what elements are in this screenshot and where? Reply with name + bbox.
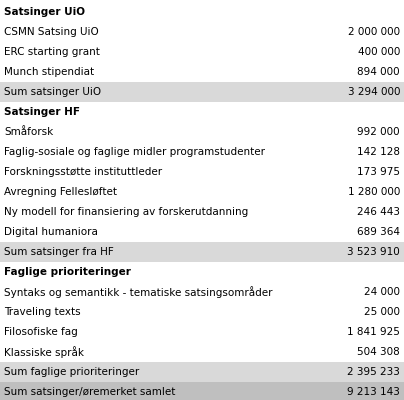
Text: Småforsk: Småforsk	[4, 127, 53, 137]
Text: Munch stipendiat: Munch stipendiat	[4, 67, 94, 77]
Text: 9 213 143: 9 213 143	[347, 387, 400, 397]
Text: Forskningsstøtte instituttleder: Forskningsstøtte instituttleder	[4, 167, 162, 177]
Text: 504 308: 504 308	[357, 347, 400, 357]
Text: 246 443: 246 443	[357, 207, 400, 217]
Text: 1 280 000: 1 280 000	[347, 187, 400, 197]
Text: Sum faglige prioriteringer: Sum faglige prioriteringer	[4, 367, 139, 377]
Bar	[0, 362, 404, 382]
Text: Avregning Fellesløftet: Avregning Fellesløftet	[4, 187, 117, 197]
Text: Faglige prioriteringer: Faglige prioriteringer	[4, 267, 131, 277]
Text: Faglig-sosiale og faglige midler programstudenter: Faglig-sosiale og faglige midler program…	[4, 147, 265, 157]
Bar	[0, 382, 404, 400]
Text: 894 000: 894 000	[358, 67, 400, 77]
Bar	[0, 242, 404, 262]
Text: 24 000: 24 000	[364, 287, 400, 297]
Text: Klassiske språk: Klassiske språk	[4, 346, 84, 358]
Text: Satsinger HF: Satsinger HF	[4, 107, 80, 117]
Text: 25 000: 25 000	[364, 307, 400, 317]
Text: 2 000 000: 2 000 000	[348, 27, 400, 37]
Text: Filosofiske fag: Filosofiske fag	[4, 327, 78, 337]
Text: Sum satsinger UiO: Sum satsinger UiO	[4, 87, 101, 97]
Text: 142 128: 142 128	[357, 147, 400, 157]
Text: 173 975: 173 975	[357, 167, 400, 177]
Text: Sum satsinger fra HF: Sum satsinger fra HF	[4, 247, 114, 257]
Text: ERC starting grant: ERC starting grant	[4, 47, 100, 57]
Text: Sum satsinger/øremerket samlet: Sum satsinger/øremerket samlet	[4, 387, 175, 397]
Text: 3 523 910: 3 523 910	[347, 247, 400, 257]
Bar	[0, 82, 404, 102]
Text: 400 000: 400 000	[358, 47, 400, 57]
Text: 992 000: 992 000	[358, 127, 400, 137]
Text: Traveling texts: Traveling texts	[4, 307, 81, 317]
Text: 3 294 000: 3 294 000	[347, 87, 400, 97]
Text: 2 395 233: 2 395 233	[347, 367, 400, 377]
Text: Satsinger UiO: Satsinger UiO	[4, 7, 85, 17]
Text: Digital humaniora: Digital humaniora	[4, 227, 98, 237]
Text: CSMN Satsing UiO: CSMN Satsing UiO	[4, 27, 99, 37]
Text: Ny modell for finansiering av forskerutdanning: Ny modell for finansiering av forskerutd…	[4, 207, 248, 217]
Text: Syntaks og semantikk - tematiske satsingsområder: Syntaks og semantikk - tematiske satsing…	[4, 286, 273, 298]
Text: 1 841 925: 1 841 925	[347, 327, 400, 337]
Text: 689 364: 689 364	[357, 227, 400, 237]
